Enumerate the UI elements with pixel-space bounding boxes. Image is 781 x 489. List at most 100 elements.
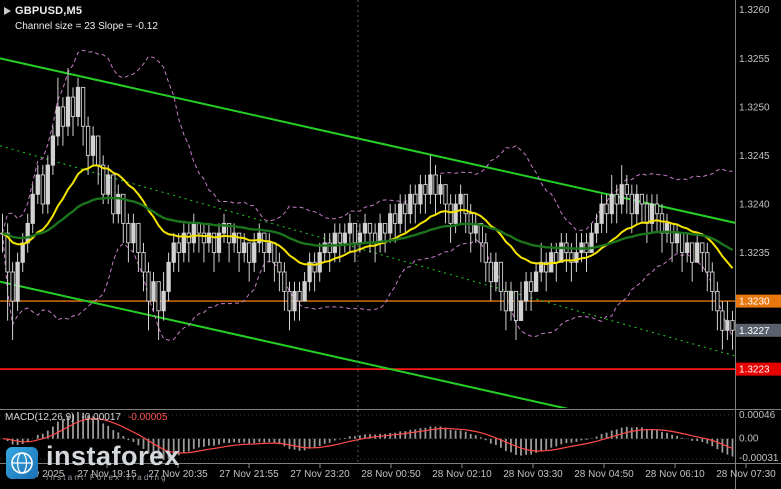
candle-body [639,193,645,205]
candle-body [60,106,66,127]
macd-main-value: -0.00017 [81,412,121,423]
watermark-brand-text: instaforex [46,441,181,471]
price-level-badge [736,294,781,308]
macd-label-row: MACD(12,26,9) -0.00017 -0.00005 [5,412,167,423]
candle-body [685,242,690,254]
candle-body [574,252,579,263]
candle-body [393,213,398,224]
candle-body [463,193,468,215]
candle-body [674,232,680,244]
chart-header: GBPUSD,M5 Channel size = 23 Slope = -0.1… [4,5,158,32]
fast-ma-line [1,164,734,269]
candle-body [352,222,358,244]
macd-axis-label: 0.00 [739,434,759,445]
candle-body [151,281,156,302]
candle-body [20,242,25,263]
candle-body [377,222,383,244]
candle-body [156,281,161,312]
candle-body [730,320,735,331]
time-axis-label: 28 Nov 07:30 [716,469,776,480]
candle-body [90,135,96,156]
candle-body [413,193,418,205]
candle-body [408,193,413,215]
candle-body [106,174,111,195]
instaforex-logo-icon [6,446,38,479]
candle-body [40,174,45,205]
candle-body [528,281,534,292]
time-axis-label: 28 Nov 02:10 [432,469,492,480]
price-level-badge-text: 1.3223 [739,365,770,376]
candle-body [544,261,549,273]
chart-canvas[interactable] [0,0,735,408]
candle-body [111,174,116,215]
candle-body [483,242,488,263]
price-level-badge [736,323,781,337]
candle-body [35,174,40,195]
candle-body [619,184,624,205]
macd-layer [0,410,735,462]
price-axis-label: 1.3255 [739,54,770,65]
candle-body [45,164,50,205]
candle-body [25,222,30,244]
candle-body [312,261,317,273]
candle-body [720,310,725,331]
price-level-badge-text: 1.3230 [739,297,770,308]
candle-body [423,184,428,195]
candle-body [690,242,695,263]
candle-body [659,213,665,234]
candle-body [367,222,373,234]
candle-body [267,242,272,254]
candle-body [166,261,171,292]
price-axis-label: 1.3235 [739,248,770,259]
candle-body [433,174,438,195]
candle-body [629,193,634,215]
price-axis-label: 1.3240 [739,200,770,211]
candle-body [80,86,86,127]
macd-name-label: MACD(12,26,9) [5,412,75,423]
candle-body [146,271,151,302]
candle-body [5,232,10,273]
candle-body [272,242,277,263]
price-level-badge-text: 1.3227 [739,326,770,337]
candle-body [121,193,126,224]
candle-body [604,203,609,215]
candle-body [252,242,257,263]
candle-body [277,261,282,273]
candle-body [282,271,287,292]
candle-body [342,232,347,244]
candle-body [523,281,529,302]
candle-body [322,242,327,254]
candle-body [70,96,76,117]
candle-body [15,261,20,302]
candle-body [664,222,670,234]
candle-body [337,232,342,244]
candle-body [196,222,202,234]
candle-body [448,203,453,224]
candle-body [302,281,307,302]
candle-body [85,125,91,156]
candle-body [594,222,599,234]
candle-body [589,232,594,253]
candle-body [211,232,217,253]
candle-body [327,242,332,254]
instaforex-watermark: instaforex Instant Forex Trading [5,443,180,482]
candle-body [332,232,337,253]
candle-body [609,193,614,215]
candle-body [700,242,705,254]
candle-body [715,290,720,312]
candle-body [216,232,222,253]
time-axis-label: 28 Nov 04:50 [574,469,634,480]
candle-body [221,222,227,234]
candle-body [418,184,423,205]
regression-channel-lower[interactable] [0,280,781,457]
candle-body [443,184,448,205]
candle-body [453,203,458,224]
candle-body [382,222,388,234]
candle-body [10,271,15,302]
channel-info-label: Channel size = 23 Slope = -0.12 [15,21,158,32]
time-axis-label: 28 Nov 03:30 [503,469,563,480]
candle-body [569,252,574,263]
candle-body [307,261,312,283]
slow-ma-line [2,196,734,252]
